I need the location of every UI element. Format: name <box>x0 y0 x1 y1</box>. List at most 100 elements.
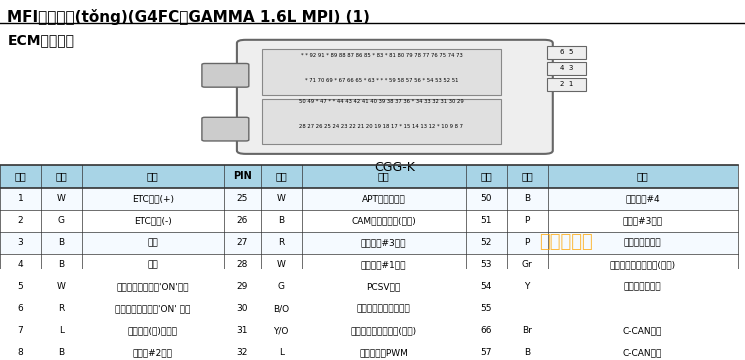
Text: 交流发电机PWM: 交流发电机PWM <box>359 348 408 357</box>
Text: 6: 6 <box>18 304 23 313</box>
Text: R: R <box>278 238 285 247</box>
Bar <box>0 166 738 188</box>
Text: 50: 50 <box>481 194 492 203</box>
Text: 7: 7 <box>18 327 23 336</box>
Bar <box>262 99 501 144</box>
Text: 28: 28 <box>236 260 248 269</box>
Text: ECM端子信息: ECM端子信息 <box>7 33 75 48</box>
Text: MFI控制系統(tǒng)(G4FC：GAMMA 1.6L MPI) (1): MFI控制系統(tǒng)(G4FC：GAMMA 1.6L MPI) (1) <box>7 9 370 26</box>
Text: Y/O: Y/O <box>273 327 289 336</box>
Text: 噴油嘴#2控制: 噴油嘴#2控制 <box>133 348 173 357</box>
Text: * 71 70 69 * 67 66 65 * 63 * * * 59 58 57 56 * 54 53 52 51: * 71 70 69 * 67 66 65 * 63 * * * 59 58 5… <box>305 78 458 83</box>
Text: 8: 8 <box>18 348 23 357</box>
Text: 26: 26 <box>236 216 248 225</box>
Text: P: P <box>524 238 530 247</box>
Text: 2: 2 <box>18 216 23 225</box>
Text: 编号: 编号 <box>15 171 26 181</box>
Text: L: L <box>59 327 64 336</box>
Text: 55: 55 <box>481 304 492 313</box>
Text: W: W <box>277 260 285 269</box>
Text: * * 92 91 * 89 88 87 86 85 * 83 * 81 80 79 78 77 76 75 74 73: * * 92 91 * 89 88 87 86 85 * 83 * 81 80 … <box>300 53 463 58</box>
Text: B: B <box>58 238 65 247</box>
Text: 3: 3 <box>18 238 23 247</box>
Text: 29: 29 <box>236 282 248 291</box>
Text: 起动继电器控制: 起动继电器控制 <box>624 238 662 247</box>
Text: 说明: 说明 <box>147 171 159 181</box>
Bar <box>0 188 738 210</box>
Text: 31: 31 <box>236 327 248 336</box>
Text: P: P <box>524 216 530 225</box>
Text: 编号: 编号 <box>481 171 492 181</box>
Text: C-CAN低位: C-CAN低位 <box>623 327 662 336</box>
FancyBboxPatch shape <box>237 40 553 154</box>
Text: 颜色: 颜色 <box>56 171 67 181</box>
Text: 颜色: 颜色 <box>276 171 287 181</box>
Text: 32: 32 <box>236 348 248 357</box>
Bar <box>547 78 586 91</box>
Text: 点火线圈#3控制: 点火线圈#3控制 <box>361 238 407 247</box>
Text: W: W <box>57 282 66 291</box>
Text: 4  3: 4 3 <box>559 65 573 71</box>
Text: 1: 1 <box>18 194 23 203</box>
Text: 搞毛: 搞毛 <box>148 238 158 247</box>
Text: Br: Br <box>522 327 532 336</box>
Text: B: B <box>278 216 285 225</box>
Bar <box>0 276 738 298</box>
Text: 66: 66 <box>481 327 492 336</box>
Text: B: B <box>58 348 65 357</box>
Bar <box>0 231 738 254</box>
Text: 金汽信帮手: 金汽信帮手 <box>539 233 593 251</box>
Text: 发动机控制继电器'ON' 输入: 发动机控制继电器'ON' 输入 <box>115 304 191 313</box>
Text: 颜色: 颜色 <box>522 171 533 181</box>
Text: Y: Y <box>524 282 530 291</box>
Text: 4: 4 <box>18 260 23 269</box>
Text: 53: 53 <box>481 260 492 269</box>
Text: 52: 52 <box>481 238 492 247</box>
Bar <box>0 320 738 342</box>
Text: 鑰匙防盗指示灯: 鑰匙防盗指示灯 <box>624 282 662 291</box>
Text: PIN: PIN <box>232 171 252 181</box>
Text: 氧传感器(上)加热器: 氧传感器(上)加热器 <box>127 327 178 336</box>
FancyBboxPatch shape <box>202 117 249 141</box>
Text: 28 27 26 25 24 23 22 21 20 19 18 17 * 15 14 13 12 * 10 9 8 7: 28 27 26 25 24 23 22 21 20 19 18 17 * 15… <box>299 124 463 129</box>
Text: 噴油嘴#3控制: 噴油嘴#3控制 <box>623 216 662 225</box>
Text: B/O: B/O <box>273 304 289 313</box>
Text: C-CAN高位: C-CAN高位 <box>623 348 662 357</box>
Text: W: W <box>277 194 285 203</box>
Text: B: B <box>58 260 65 269</box>
Text: B: B <box>524 348 530 357</box>
Text: R: R <box>58 304 65 313</box>
Text: 27: 27 <box>236 238 248 247</box>
Bar <box>0 342 738 360</box>
Text: 6  5: 6 5 <box>559 49 573 55</box>
Text: 说明: 说明 <box>378 171 390 181</box>
Bar <box>0 254 738 276</box>
Text: APT传感器信号: APT传感器信号 <box>362 194 405 203</box>
Text: G: G <box>278 282 285 291</box>
Text: 发动机控制继电器'ON'输入: 发动机控制继电器'ON'输入 <box>116 282 189 291</box>
Text: 冷却风扇继电器控制(低速): 冷却风扇继电器控制(低速) <box>351 327 416 336</box>
Text: 点火线圈#1控制: 点火线圈#1控制 <box>361 260 407 269</box>
Text: B: B <box>524 194 530 203</box>
Text: 57: 57 <box>481 348 492 357</box>
Text: G: G <box>58 216 65 225</box>
Bar <box>547 62 586 75</box>
Text: PCSV控制: PCSV控制 <box>367 282 401 291</box>
Text: 点火线圈#4: 点火线圈#4 <box>625 194 660 203</box>
Text: 搞毛: 搞毛 <box>148 260 158 269</box>
Text: 说明: 说明 <box>637 171 648 181</box>
Text: CGG-K: CGG-K <box>375 161 415 174</box>
Text: W: W <box>57 194 66 203</box>
Text: Gr: Gr <box>522 260 533 269</box>
Text: 5: 5 <box>18 282 23 291</box>
Text: L: L <box>279 348 284 357</box>
Bar <box>547 46 586 59</box>
Text: 50 49 * 47 * * 44 43 42 41 40 39 38 37 36 * 34 33 32 31 30 29: 50 49 * 47 * * 44 43 42 41 40 39 38 37 3… <box>299 99 464 104</box>
Text: 发动机控制继电器控制: 发动机控制继电器控制 <box>357 304 410 313</box>
Text: 2  1: 2 1 <box>559 81 573 87</box>
Text: CAM传感器搞毛(进气): CAM传感器搞毛(进气) <box>352 216 416 225</box>
Text: 54: 54 <box>481 282 492 291</box>
Text: ETC电机(-): ETC电机(-) <box>134 216 171 225</box>
Text: ETC电机(+): ETC电机(+) <box>132 194 174 203</box>
Bar <box>0 210 738 231</box>
